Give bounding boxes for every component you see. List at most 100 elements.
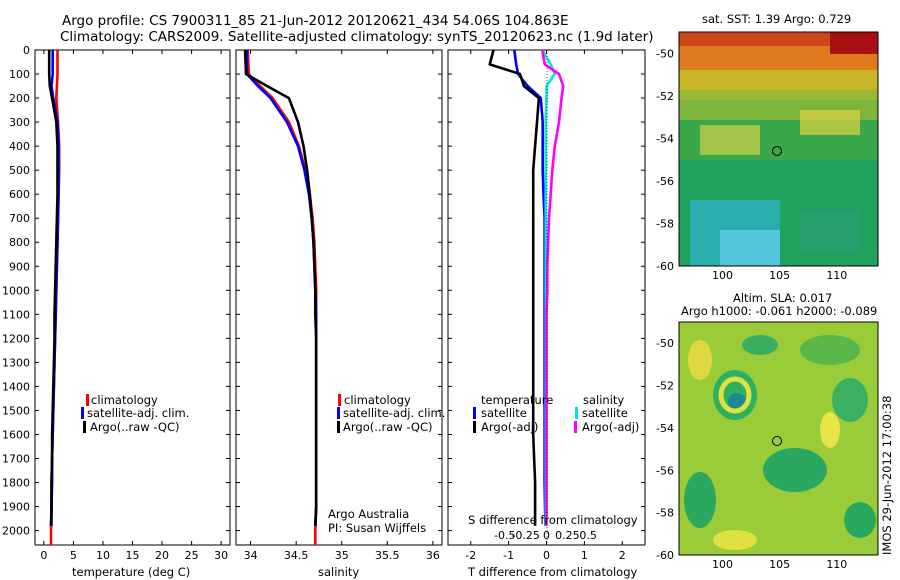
sla_map-lat-label: -50 <box>656 337 674 350</box>
legend-label-s-satellite: satellite <box>582 406 628 420</box>
depth-tick-label: 500 <box>9 164 30 177</box>
credit-line1: Argo Australia <box>328 507 409 521</box>
temperature-xlabel: temperature (deg C) <box>72 565 190 579</box>
depth-tick-label: 100 <box>9 68 30 81</box>
sla_map-lat-label: -56 <box>656 464 674 477</box>
sdiff-tick-label: -0.25 <box>511 529 539 542</box>
sst_map-lat-label: -52 <box>656 90 674 103</box>
salinity-x-tick-label: 35 <box>335 549 349 562</box>
difference-legend: temperature salinity satellite Argo(-adj… <box>473 393 639 434</box>
salinity-x-tick-label: 34.5 <box>284 549 309 562</box>
difference-x-tick-label: -1 <box>503 549 514 562</box>
depth-tick-label: 900 <box>9 260 30 273</box>
sla-map-frame <box>678 321 879 556</box>
sst_map-lon-label: 100 <box>712 269 733 282</box>
sla_map-lat-label: -54 <box>656 422 674 435</box>
legend-swatch-argo <box>337 421 340 433</box>
legend-label-t-argo: Argo(-adj) <box>481 420 538 434</box>
legend-swatch-climatology <box>86 394 89 406</box>
legend-swatch-t-argo <box>473 421 476 433</box>
sst_map-lat-label: -56 <box>656 175 674 188</box>
depth-tick-label: 1300 <box>2 356 30 369</box>
temperature-legend: climatology satellite-adj. clim. Argo(..… <box>81 393 189 434</box>
sst_map-lat-label: -54 <box>656 132 674 145</box>
salinity-x-tick-label: 34 <box>244 549 258 562</box>
temperature-axes <box>34 49 231 546</box>
s-difference-label: S difference from climatology <box>468 513 638 527</box>
sdiff-tick-label: -0.5 <box>494 529 515 542</box>
difference-x-tick-label: -2 <box>465 549 476 562</box>
sla_map-lon-label: 110 <box>826 558 847 571</box>
depth-tick-label: 1500 <box>2 404 30 417</box>
legend-swatch-satellite-adj <box>337 407 340 419</box>
salinity-x-tick-label: 35.5 <box>375 549 400 562</box>
legend-label-argo: Argo(..raw -QC) <box>90 420 180 434</box>
depth-tick-label: 200 <box>9 92 30 105</box>
sst_map-lat-label: -58 <box>656 217 674 230</box>
sla_map-lat-label: -52 <box>656 380 674 393</box>
series-temperature-argo-adj <box>488 50 541 526</box>
legend-label-satellite-adj: satellite-adj. clim. <box>343 406 445 420</box>
legend-swatch-satellite-adj <box>81 407 84 419</box>
series-salinity-argo-adj <box>541 50 565 526</box>
sla_map-lon-label: 100 <box>712 558 733 571</box>
legend-swatch-s-argo <box>574 421 577 433</box>
depth-tick-label: 1600 <box>2 428 30 441</box>
difference-x-tick-label: 0 <box>543 549 550 562</box>
sst-map-frame <box>678 31 879 267</box>
depth-tick-label: 400 <box>9 140 30 153</box>
legend-label-climatology: climatology <box>344 393 411 407</box>
temperature-x-tick-label: 30 <box>214 549 228 562</box>
depth-tick-label: 1100 <box>2 308 30 321</box>
sla-map-title2: Argo h1000: -0.061 h2000: -0.089 <box>681 304 877 318</box>
depth-tick-label: 600 <box>9 188 30 201</box>
sst_map-lon-label: 110 <box>826 269 847 282</box>
sst-map-title: sat. SST: 1.39 Argo: 0.729 <box>702 12 851 26</box>
depth-tick-label: 300 <box>9 116 30 129</box>
legend-swatch-s-satellite <box>575 407 578 419</box>
sst_map-lat-label: -60 <box>656 260 674 273</box>
depth-tick-label: 1000 <box>2 284 30 297</box>
depth-tick-label: 1400 <box>2 380 30 393</box>
legend-title-temperature: temperature <box>481 393 553 407</box>
series-argo-raw-qc <box>243 50 318 526</box>
depth-tick-label: 1200 <box>2 332 30 345</box>
legend-label-s-argo: Argo(-adj) <box>582 420 639 434</box>
sla-map-image <box>679 322 878 555</box>
series-argo-raw-qc <box>47 50 59 526</box>
sst_map-lon-label: 105 <box>769 269 790 282</box>
sla-map-title1: Altim. SLA: 0.017 <box>733 291 832 305</box>
credit-line2: PI: Susan Wijffels <box>328 521 426 535</box>
salinity-axes <box>235 49 443 546</box>
timestamp-stamp: IMOS 29-Jun-2012 17:00:38 <box>880 396 894 555</box>
argo-location-marker <box>772 436 782 446</box>
salinity-x-tick-label: 36 <box>426 549 440 562</box>
depth-tick-label: 2000 <box>2 525 30 538</box>
sst_map-lat-label: -50 <box>656 47 674 60</box>
temperature-x-tick-label: 10 <box>96 549 110 562</box>
sdiff-tick-label: 0 <box>543 529 550 542</box>
figure-title-line1: Argo profile: CS 7900311_85 21-Jun-2012 … <box>62 13 569 29</box>
depth-tick-label: 800 <box>9 236 30 249</box>
sst-map-image <box>679 32 878 266</box>
temperature-x-tick-label: 5 <box>70 549 77 562</box>
temperature-x-tick-label: 25 <box>185 549 199 562</box>
legend-swatch-climatology <box>338 394 341 406</box>
temperature-x-tick-label: 20 <box>155 549 169 562</box>
difference-x-tick-label: 1 <box>581 549 588 562</box>
depth-tick-label: 1700 <box>2 452 30 465</box>
legend-label-satellite-adj: satellite-adj. clim. <box>87 406 189 420</box>
difference-x-tick-label: 2 <box>619 549 626 562</box>
legend-label-t-satellite: satellite <box>481 406 527 420</box>
temperature-x-tick-label: 15 <box>126 549 140 562</box>
sla_map-lat-label: -60 <box>656 549 674 562</box>
salinity-legend: climatology satellite-adj. clim. Argo(..… <box>337 393 445 434</box>
depth-tick-label: 1800 <box>2 477 30 490</box>
sdiff-tick-label: 0.5 <box>579 529 597 542</box>
salinity-xlabel: salinity <box>318 565 359 579</box>
figure-title-line2: Climatology: CARS2009. Satellite-adjuste… <box>60 29 654 45</box>
legend-label-climatology: climatology <box>91 393 158 407</box>
sdiff-tick-label: 0.25 <box>555 529 580 542</box>
argo-location-marker <box>772 146 782 156</box>
